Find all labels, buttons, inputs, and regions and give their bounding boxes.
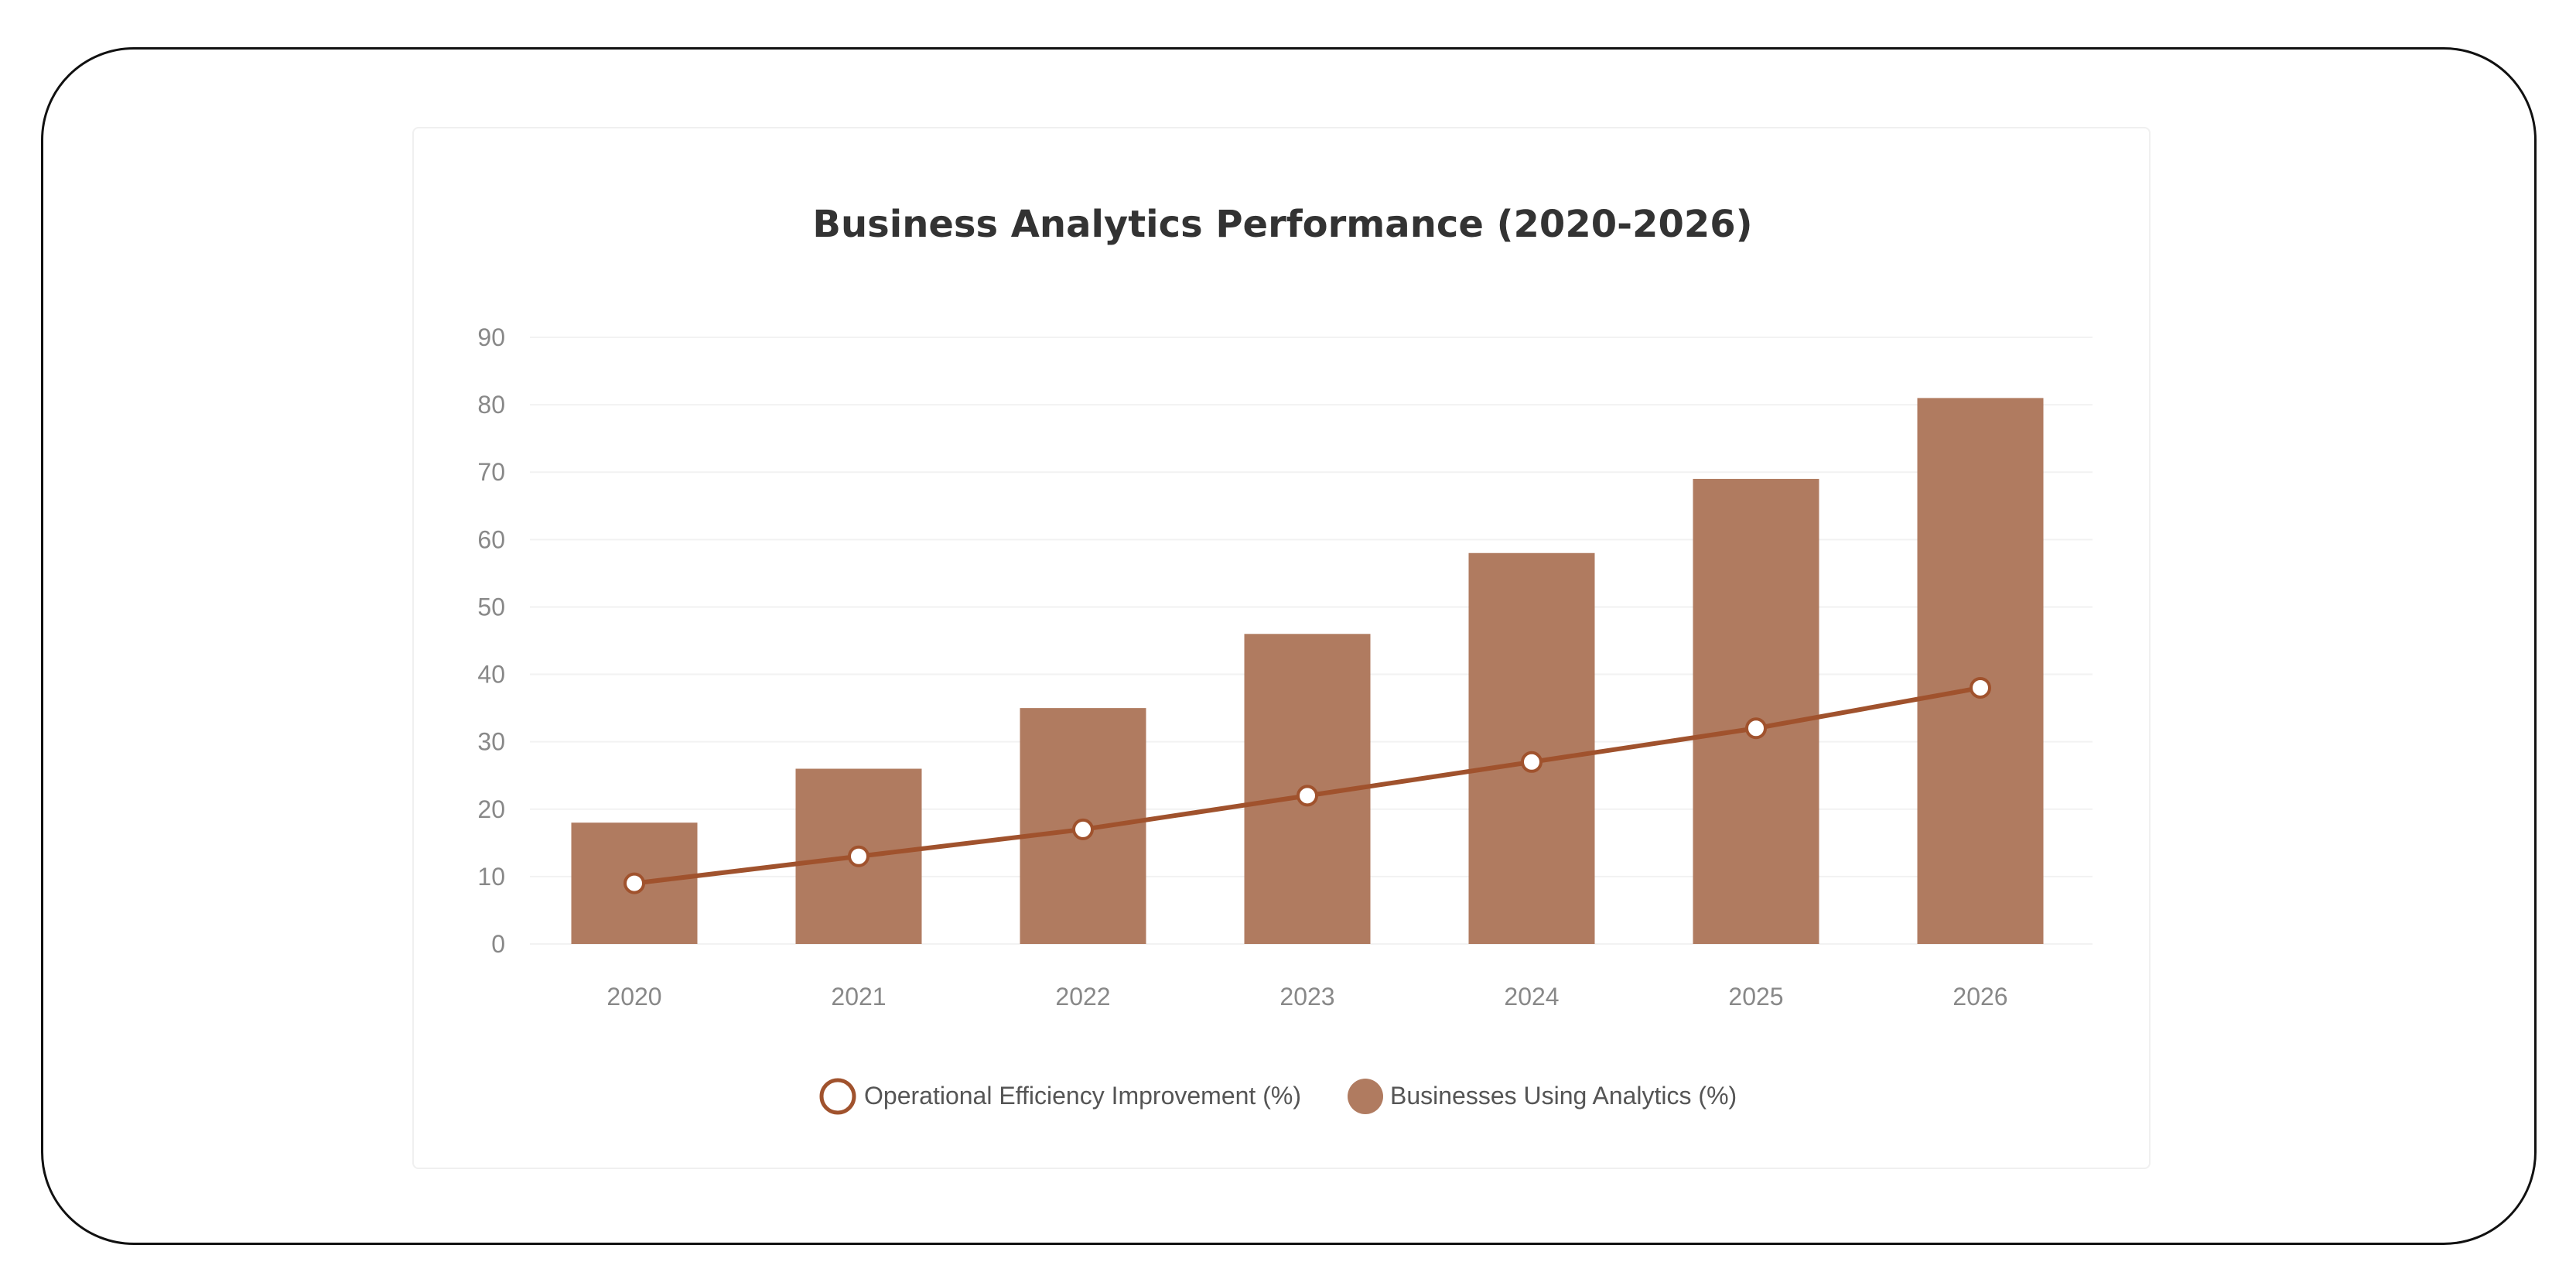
bar-2025 xyxy=(1693,478,1819,944)
chart-card: Business Analytics Performance (2020-202… xyxy=(412,127,2151,1169)
x-tick-label: 2025 xyxy=(1728,983,1783,1011)
y-tick-label: 0 xyxy=(491,930,505,958)
y-tick-label: 80 xyxy=(477,391,505,419)
y-tick-label: 30 xyxy=(477,728,505,756)
legend-label: Operational Efficiency Improvement (%) xyxy=(864,1082,1301,1110)
legend: Operational Efficiency Improvement (%) Bu… xyxy=(819,1078,1737,1115)
y-tick-label: 70 xyxy=(477,458,505,486)
chart-title: Business Analytics Performance (2020-202… xyxy=(812,203,1752,246)
legend-marker-circle-icon xyxy=(819,1078,856,1115)
y-tick-label: 60 xyxy=(477,525,505,553)
y-tick-label: 90 xyxy=(477,323,505,351)
x-tick-label: 2024 xyxy=(1504,983,1559,1011)
bar-2024 xyxy=(1468,552,1595,944)
legend-marker-filled-circle-icon xyxy=(1348,1079,1383,1114)
grid-layer xyxy=(530,337,2093,945)
line-layer xyxy=(624,676,1991,894)
legend-item-operational-efficiency[interactable]: Operational Efficiency Improvement (%) xyxy=(819,1078,1301,1115)
y-axis-ticks: 0 10 20 30 40 50 60 70 80 90 xyxy=(477,323,505,958)
y-tick-label: 40 xyxy=(477,661,505,689)
bar-2026 xyxy=(1917,398,2044,944)
y-tick-label: 20 xyxy=(477,795,505,823)
x-axis-ticks: 2020 2021 2022 2023 2024 2025 2026 xyxy=(606,983,2007,1011)
y-tick-label: 50 xyxy=(477,593,505,621)
legend-item-businesses-using-analytics[interactable]: Businesses Using Analytics (%) xyxy=(1348,1079,1737,1114)
line-point-2022 xyxy=(1072,818,1094,840)
x-tick-label: 2022 xyxy=(1055,983,1110,1011)
x-tick-label: 2026 xyxy=(1952,983,2007,1011)
chart-svg: Business Analytics Performance (2020-202… xyxy=(477,203,2093,1115)
line-point-2024 xyxy=(1521,751,1543,773)
line-point-2023 xyxy=(1297,785,1318,807)
line-point-2026 xyxy=(1970,676,1991,699)
x-tick-label: 2021 xyxy=(831,983,886,1011)
y-tick-label: 10 xyxy=(477,863,505,891)
line-point-2020 xyxy=(624,872,645,894)
line-point-2025 xyxy=(1745,717,1767,740)
x-tick-label: 2023 xyxy=(1279,983,1334,1011)
x-tick-label: 2020 xyxy=(606,983,661,1011)
legend-label: Businesses Using Analytics (%) xyxy=(1390,1082,1737,1110)
line-point-2021 xyxy=(848,845,869,867)
